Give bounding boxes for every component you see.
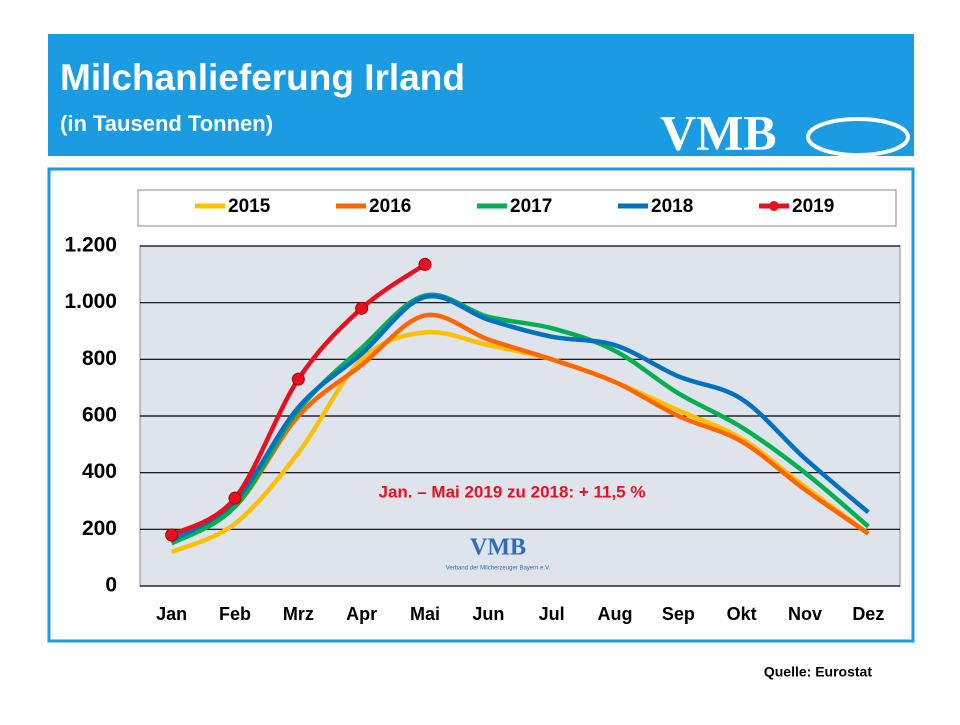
source: Quelle: Eurostat [764, 664, 872, 680]
x-tick-label: Feb [219, 604, 251, 624]
point-marker [418, 257, 432, 271]
x-tick-label: Mrz [283, 604, 314, 624]
x-tick-label: Sep [662, 604, 695, 624]
point-marker [291, 372, 305, 386]
x-tick-label: Dez [852, 604, 884, 624]
logo: VMB [660, 104, 777, 160]
y-tick-label: 800 [82, 347, 117, 370]
y-tick-label: 1.200 [64, 234, 117, 257]
x-tick-label: Okt [727, 604, 757, 624]
x-tick-label: Apr [346, 604, 377, 624]
x-tick-label: Aug [598, 604, 633, 624]
legend-label: 2017 [510, 196, 552, 217]
watermark-caption: Verband der Milcherzeuger Bayern e.V. [446, 566, 551, 572]
legend-label: 2019 [792, 196, 834, 217]
point-marker [228, 491, 242, 505]
y-tick-label: 200 [82, 517, 117, 540]
legend-label: 2016 [369, 196, 411, 217]
header-banner [48, 34, 914, 156]
x-tick-label: Mai [410, 604, 440, 624]
legend-label: 2015 [228, 196, 271, 217]
y-tick-label: 400 [82, 460, 117, 483]
x-tick-label: Jan [156, 604, 187, 624]
point-marker [355, 301, 369, 315]
legend-label: 2018 [651, 196, 693, 217]
title: Milchanlieferung Irland [60, 57, 465, 98]
x-tick-label: Jul [539, 604, 565, 624]
annotation: Jan. – Mai 2019 zu 2018: + 11,5 % [379, 482, 646, 501]
logo-swoosh [806, 117, 910, 157]
legend-marker [769, 201, 779, 211]
x-tick-label: Jun [472, 604, 504, 624]
x-tick-label: Nov [788, 604, 822, 624]
y-tick-label: 0 [105, 574, 117, 597]
line-series [170, 329, 870, 555]
y-tick-label: 600 [82, 404, 117, 427]
line-series [170, 293, 870, 543]
y-tick-label: 1.000 [64, 290, 117, 313]
subtitle: (in Tausend Tonnen) [60, 111, 273, 136]
point-marker [165, 528, 179, 542]
watermark-logo: VMB [470, 535, 526, 561]
